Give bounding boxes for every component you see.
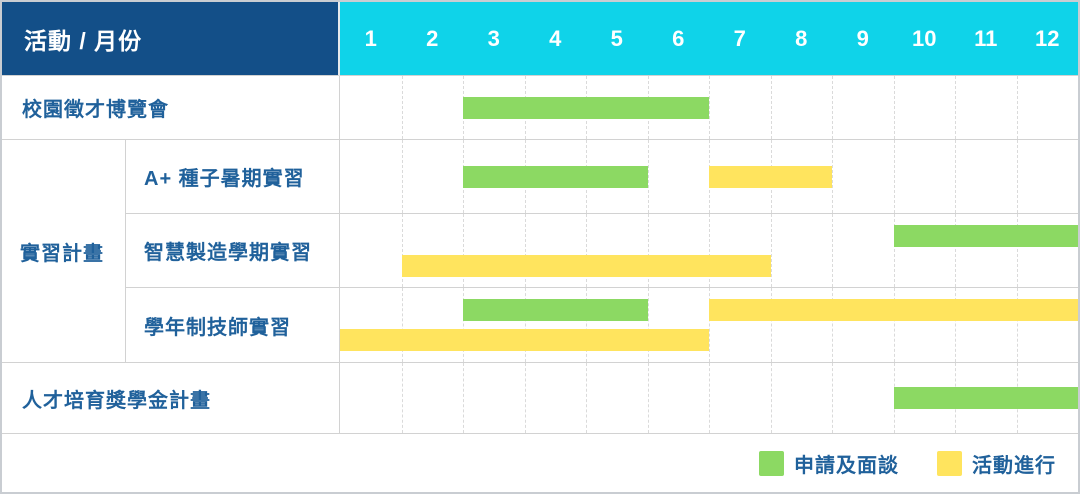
month-gridline <box>955 140 956 213</box>
month-gridline <box>524 363 526 433</box>
timeline-tracks <box>340 363 1078 433</box>
month-gridline <box>709 363 710 433</box>
month-gridline <box>770 214 772 287</box>
month-label: 11 <box>974 25 998 51</box>
month-gridline <box>709 214 710 287</box>
bar-activity-ongoing <box>709 299 1078 321</box>
month-gridline <box>647 140 649 213</box>
activity-timeline <box>340 363 1078 434</box>
month-gridline <box>1016 288 1018 362</box>
month-gridline <box>893 140 895 213</box>
legend-swatch-green <box>759 450 784 476</box>
activity-timeline <box>340 140 1078 214</box>
legend-label-activity-ongoing: 活動進行 <box>972 454 1056 477</box>
bar-activity-ongoing <box>340 329 709 351</box>
month-gridline <box>832 76 833 139</box>
month-gridline <box>586 214 587 287</box>
group-cell-internship: 實習計畫 <box>2 140 126 363</box>
month-label: 4 <box>549 25 562 51</box>
timeline-tracks <box>340 288 1078 362</box>
bar-activity-ongoing <box>709 165 832 188</box>
month-label: 1 <box>364 25 377 51</box>
month-gridline <box>1016 76 1018 139</box>
month-gridline <box>586 288 587 362</box>
month-gridline <box>955 76 956 139</box>
activity-timeline <box>340 76 1078 140</box>
legend: 申請及面談 活動進行 <box>2 434 1078 492</box>
timeline-track <box>340 387 1078 409</box>
legend-swatch-yellow <box>937 450 962 476</box>
month-gridline <box>832 140 833 213</box>
month-gridline <box>770 363 772 433</box>
month-gridline <box>647 288 649 362</box>
month-gridline <box>401 140 403 213</box>
month-gridline <box>832 288 833 362</box>
month-gridline <box>463 214 464 287</box>
month-label: 6 <box>672 25 685 51</box>
month-label: 7 <box>733 25 746 51</box>
month-gridline <box>832 363 833 433</box>
month-gridline <box>1016 140 1018 213</box>
month-gridline <box>463 363 464 433</box>
bar-apply-interview <box>893 387 1078 409</box>
month-gridline <box>893 288 895 362</box>
activity-label: 智慧製造學期實習 <box>126 214 340 288</box>
month-gridline <box>647 363 649 433</box>
timeline-track <box>340 329 1078 351</box>
month-gridline <box>893 214 895 287</box>
timeline-tracks <box>340 214 1078 287</box>
timeline-tracks <box>340 140 1078 213</box>
month-gridline <box>1016 214 1018 287</box>
month-gridline <box>955 214 956 287</box>
bar-apply-interview <box>463 299 648 321</box>
month-gridline <box>463 288 464 362</box>
month-gridline <box>709 288 710 362</box>
timeline-track <box>340 96 1078 119</box>
month-label: 5 <box>610 25 623 51</box>
legend-item-activity-ongoing: 活動進行 <box>937 449 1056 478</box>
bar-apply-interview <box>893 224 1078 247</box>
month-label: 2 <box>426 25 439 51</box>
month-gridline <box>586 363 587 433</box>
timeline-track <box>340 224 1078 247</box>
timeline-track <box>340 254 1078 277</box>
month-gridline <box>401 288 403 362</box>
bar-apply-interview <box>463 96 709 119</box>
activity-timeline <box>340 214 1078 288</box>
timeline-track <box>340 165 1078 188</box>
bar-activity-ongoing <box>401 254 771 277</box>
month-gridline <box>955 288 956 362</box>
header-corner: 活動 / 月份 <box>2 2 340 76</box>
month-label: 9 <box>856 25 869 51</box>
activity-label: 校園徵才博覽會 <box>2 76 340 140</box>
month-gridline <box>709 76 710 139</box>
month-gridline <box>770 288 772 362</box>
month-gridline <box>401 76 403 139</box>
month-label: 12 <box>1035 25 1060 51</box>
month-gridline <box>524 288 526 362</box>
legend-label-apply-interview: 申請及面談 <box>794 454 899 477</box>
month-label: 10 <box>912 25 937 51</box>
month-header: 1 2 3 4 5 6 7 8 9 10 11 12 <box>340 2 1078 76</box>
month-gridline <box>401 214 403 287</box>
month-gridline <box>893 76 895 139</box>
timeline-tracks <box>340 76 1078 139</box>
bar-apply-interview <box>463 165 648 188</box>
group-label: 實習計畫 <box>20 242 104 265</box>
activity-label: A+ 種子暑期實習 <box>126 140 340 214</box>
month-label: 3 <box>487 25 500 51</box>
timeline-track <box>340 299 1078 321</box>
header-corner-label: 活動 / 月份 <box>24 27 143 54</box>
month-gridline <box>647 214 649 287</box>
legend-item-apply-interview: 申請及面談 <box>759 449 899 478</box>
month-gridline <box>832 214 833 287</box>
activity-label: 學年制技師實習 <box>126 288 340 363</box>
month-gridline <box>401 363 403 433</box>
month-label: 8 <box>795 25 808 51</box>
month-gridline <box>770 76 772 139</box>
month-gridline <box>524 214 526 287</box>
activity-timeline <box>340 288 1078 363</box>
activity-label: 人才培育獎學金計畫 <box>2 363 340 434</box>
